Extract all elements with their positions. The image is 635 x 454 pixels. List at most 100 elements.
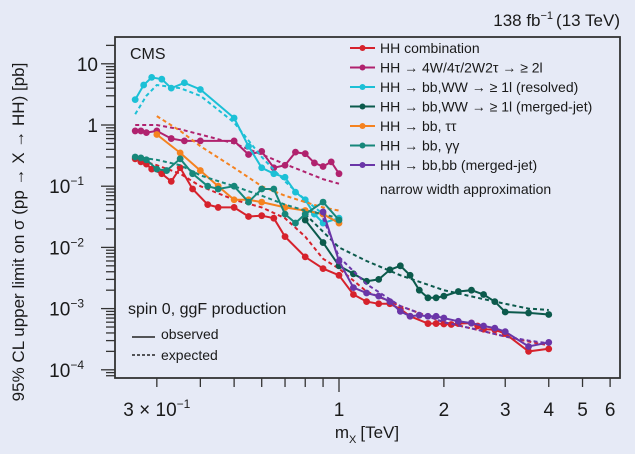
data-point (432, 312, 440, 320)
data-point (181, 79, 188, 87)
data-point (258, 148, 266, 155)
data-point (258, 198, 266, 206)
expected-line (322, 217, 549, 345)
data-point (545, 311, 553, 318)
legend-marker (359, 45, 366, 51)
data-point (424, 312, 432, 320)
data-point (501, 308, 509, 316)
data-point (153, 131, 161, 138)
y-axis-ticks: 10 1 10−1 10−2 10−3 10−4 (49, 44, 115, 382)
data-point (375, 300, 383, 308)
data-point (270, 214, 278, 222)
lumi-label: 138 fb−1 (13 TeV) (493, 10, 620, 30)
data-point (415, 286, 423, 294)
data-point (491, 324, 499, 332)
data-point (245, 198, 252, 206)
legend-marker (359, 84, 366, 90)
data-point (176, 149, 184, 157)
data-point (440, 292, 448, 300)
data-point (396, 308, 404, 315)
data-point (181, 137, 188, 145)
y-axis-label: 95% CL upper limit on σ (pp → X → HH) [p… (9, 63, 28, 402)
x-axis-ticks: 3 × 10−1 1 2 3 4 5 6 (123, 378, 615, 421)
legend-label: HH → bb,WW → ≥ 1l (merged-jet) (380, 99, 592, 115)
data-point (270, 185, 278, 193)
data-point (230, 196, 238, 204)
data-point (301, 150, 309, 158)
data-point (245, 142, 252, 150)
data-point (245, 151, 252, 158)
data-point (270, 170, 278, 178)
x-axis-label: mX [TeV] (335, 423, 399, 446)
data-point (335, 170, 343, 178)
x-tick-label: 3 (500, 400, 511, 421)
data-point (432, 294, 440, 302)
data-point (292, 188, 299, 196)
data-point (230, 114, 238, 122)
data-point (350, 284, 357, 292)
data-point (363, 298, 370, 306)
data-point (301, 210, 309, 218)
data-point (301, 216, 309, 224)
data-point (230, 204, 238, 211)
y-tick-label: 10 (77, 55, 98, 76)
legend-note: narrow width approximation (380, 181, 551, 197)
legend-marker (359, 162, 366, 168)
data-point (525, 343, 532, 350)
data-point (214, 185, 222, 193)
y-tick-label: 1 (87, 116, 98, 137)
observed-style-label: observed (161, 326, 219, 342)
x-tick-label: 6 (605, 400, 616, 421)
data-point (375, 292, 383, 300)
data-point (230, 137, 238, 145)
plot-frame (114, 36, 621, 379)
data-point (153, 165, 161, 173)
data-point (258, 212, 266, 220)
data-point (335, 257, 343, 265)
data-point (270, 164, 278, 172)
data-point (525, 309, 532, 317)
data-point (140, 81, 148, 89)
data-point (363, 289, 370, 297)
data-point (281, 161, 289, 169)
data-point (454, 288, 462, 295)
data-point (386, 266, 394, 274)
expected-line (134, 83, 340, 224)
data-point (204, 182, 212, 190)
x-tick-label: 5 (577, 400, 588, 421)
data-point (189, 170, 196, 178)
data-point (176, 155, 184, 163)
y-tick-label: 10−1 (49, 174, 84, 198)
data-point (196, 86, 204, 93)
data-point (350, 291, 357, 298)
legend-marker (359, 64, 366, 71)
data-point (319, 239, 327, 246)
data-point (375, 276, 383, 283)
data-point (319, 163, 327, 170)
data-point (396, 262, 404, 270)
y-tick-label: 10−4 (49, 358, 84, 382)
data-point (148, 165, 156, 173)
expected-style-label: expected (161, 347, 218, 363)
data-point (301, 253, 309, 261)
data-point (480, 291, 487, 298)
data-point (319, 208, 327, 216)
legend-label: HH → bb, ττ (380, 118, 457, 134)
series-3 (301, 213, 553, 318)
x-tick-label: 1 (334, 400, 345, 421)
data-point (424, 320, 432, 327)
data-point (454, 317, 462, 325)
data-point (292, 219, 299, 227)
legend-marker (359, 123, 366, 129)
data-point (281, 233, 289, 241)
data-point (406, 312, 414, 320)
data-point (545, 339, 553, 346)
data-point (480, 322, 487, 330)
data-point (258, 185, 266, 193)
data-point (424, 294, 432, 302)
data-point (258, 164, 266, 172)
data-point (167, 135, 175, 142)
x-tick-label: 4 (543, 400, 554, 421)
x-tick-label: 2 (439, 400, 450, 421)
